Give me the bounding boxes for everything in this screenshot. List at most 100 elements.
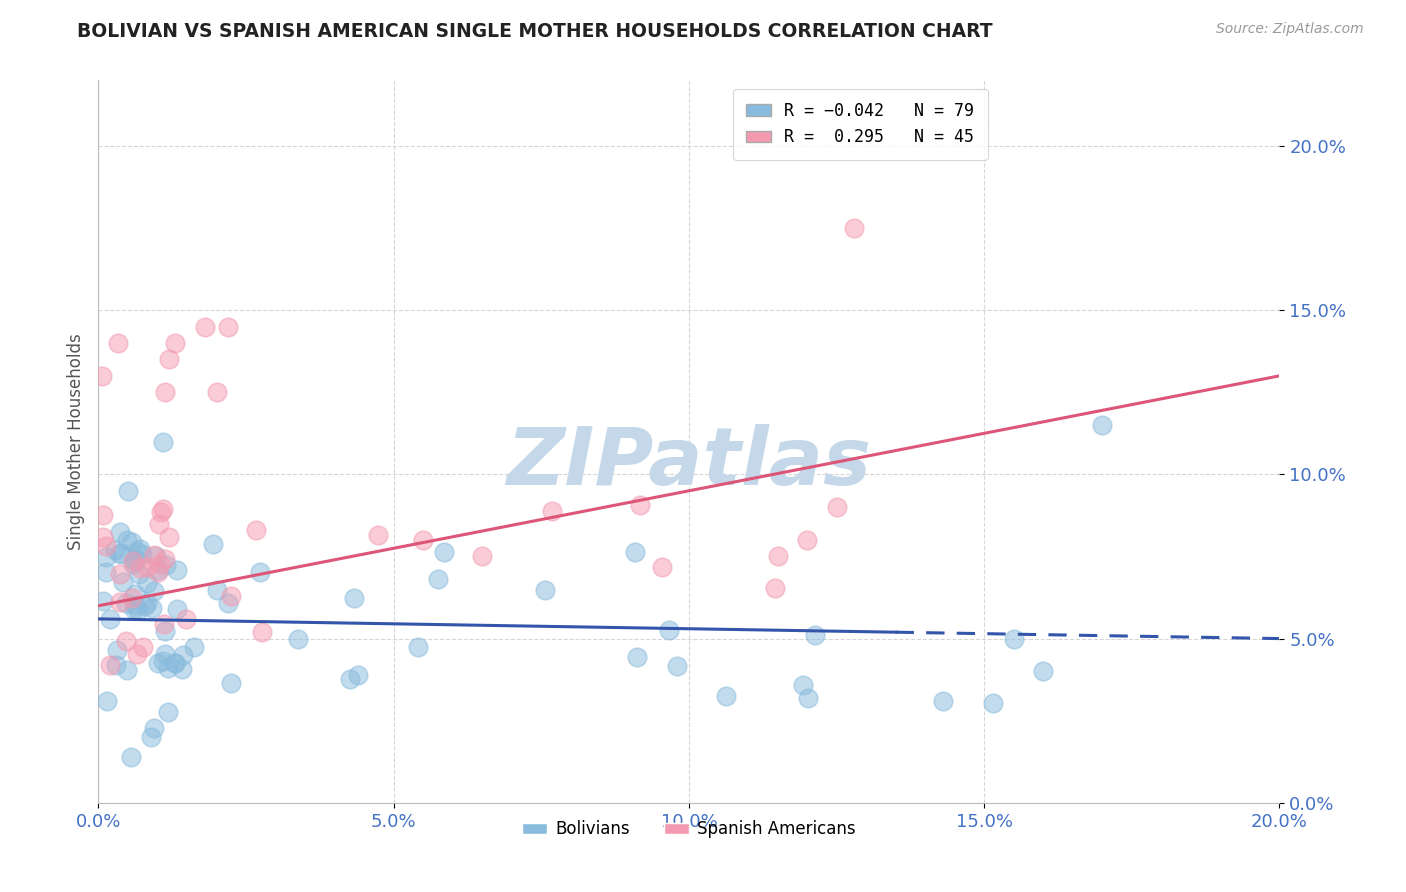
Point <box>170 662 193 676</box>
Point <box>142 584 165 599</box>
Point <box>347 668 370 682</box>
Point <box>124 554 146 568</box>
Point <box>115 633 138 648</box>
Point <box>142 548 165 562</box>
Point <box>287 632 309 646</box>
Point <box>115 596 138 610</box>
Point <box>96 694 118 708</box>
Point <box>117 483 139 498</box>
Point <box>129 541 152 556</box>
Point <box>172 648 194 662</box>
Point <box>91 508 114 522</box>
Point <box>127 647 149 661</box>
Point <box>139 731 162 745</box>
Y-axis label: Single Mother Households: Single Mother Households <box>66 334 84 549</box>
Point <box>124 598 146 612</box>
Point <box>166 563 188 577</box>
Point <box>108 566 131 581</box>
Point <box>183 640 205 655</box>
Point <box>166 602 188 616</box>
Point <box>108 595 131 609</box>
Point <box>104 543 127 558</box>
Point <box>981 696 1004 710</box>
Point <box>367 528 389 542</box>
Text: ZIPatlas: ZIPatlas <box>506 425 872 502</box>
Point <box>91 594 114 608</box>
Point <box>107 336 129 351</box>
Point <box>121 591 143 606</box>
Point <box>143 721 166 735</box>
Point <box>540 504 562 518</box>
Point <box>219 589 242 603</box>
Point <box>136 560 159 574</box>
Point <box>131 547 153 561</box>
Point <box>628 498 651 512</box>
Point <box>624 545 647 559</box>
Point <box>412 533 434 547</box>
Point <box>658 623 681 637</box>
Point <box>125 544 148 558</box>
Point <box>96 540 118 554</box>
Point <box>149 505 172 519</box>
Point <box>104 658 127 673</box>
Point <box>250 624 273 639</box>
Point <box>141 601 163 615</box>
Point <box>134 599 156 613</box>
Point <box>1032 665 1054 679</box>
Legend: Bolivians, Spanish Americans: Bolivians, Spanish Americans <box>516 814 862 845</box>
Point <box>763 581 786 595</box>
Point <box>343 591 366 605</box>
Point <box>174 612 197 626</box>
Point <box>153 617 176 632</box>
Point <box>93 530 115 544</box>
Text: BOLIVIAN VS SPANISH AMERICAN SINGLE MOTHER HOUSEHOLDS CORRELATION CHART: BOLIVIAN VS SPANISH AMERICAN SINGLE MOTH… <box>77 22 993 41</box>
Point <box>205 385 228 400</box>
Point <box>110 546 132 560</box>
Point <box>148 517 170 532</box>
Point <box>94 565 117 579</box>
Point <box>121 535 143 549</box>
Point <box>152 502 174 516</box>
Point <box>665 659 688 673</box>
Point <box>121 554 143 568</box>
Point <box>153 552 176 566</box>
Point <box>153 647 176 661</box>
Point <box>797 691 820 706</box>
Point <box>96 549 118 564</box>
Point <box>120 749 142 764</box>
Point <box>122 557 145 571</box>
Point <box>124 587 146 601</box>
Point <box>146 563 169 577</box>
Point <box>792 678 814 692</box>
Point <box>91 368 114 383</box>
Point <box>127 603 149 617</box>
Point <box>98 657 121 672</box>
Point <box>339 673 361 687</box>
Point <box>124 552 146 566</box>
Point <box>122 602 145 616</box>
Point <box>471 549 494 564</box>
Point <box>115 664 138 678</box>
Point <box>626 649 648 664</box>
Point <box>766 549 789 564</box>
Point <box>145 549 167 564</box>
Point <box>245 523 267 537</box>
Point <box>406 640 429 654</box>
Text: Source: ZipAtlas.com: Source: ZipAtlas.com <box>1216 22 1364 37</box>
Point <box>146 566 169 580</box>
Point <box>156 705 179 719</box>
Point <box>136 596 159 610</box>
Point <box>132 640 155 655</box>
Point <box>219 676 242 690</box>
Point <box>825 500 848 515</box>
Point <box>427 572 450 586</box>
Point <box>533 583 555 598</box>
Point <box>249 566 271 580</box>
Point <box>157 352 180 367</box>
Point <box>152 654 174 668</box>
Point <box>156 661 179 675</box>
Point <box>932 694 955 708</box>
Point <box>433 545 456 559</box>
Point <box>803 628 825 642</box>
Point <box>194 319 217 334</box>
